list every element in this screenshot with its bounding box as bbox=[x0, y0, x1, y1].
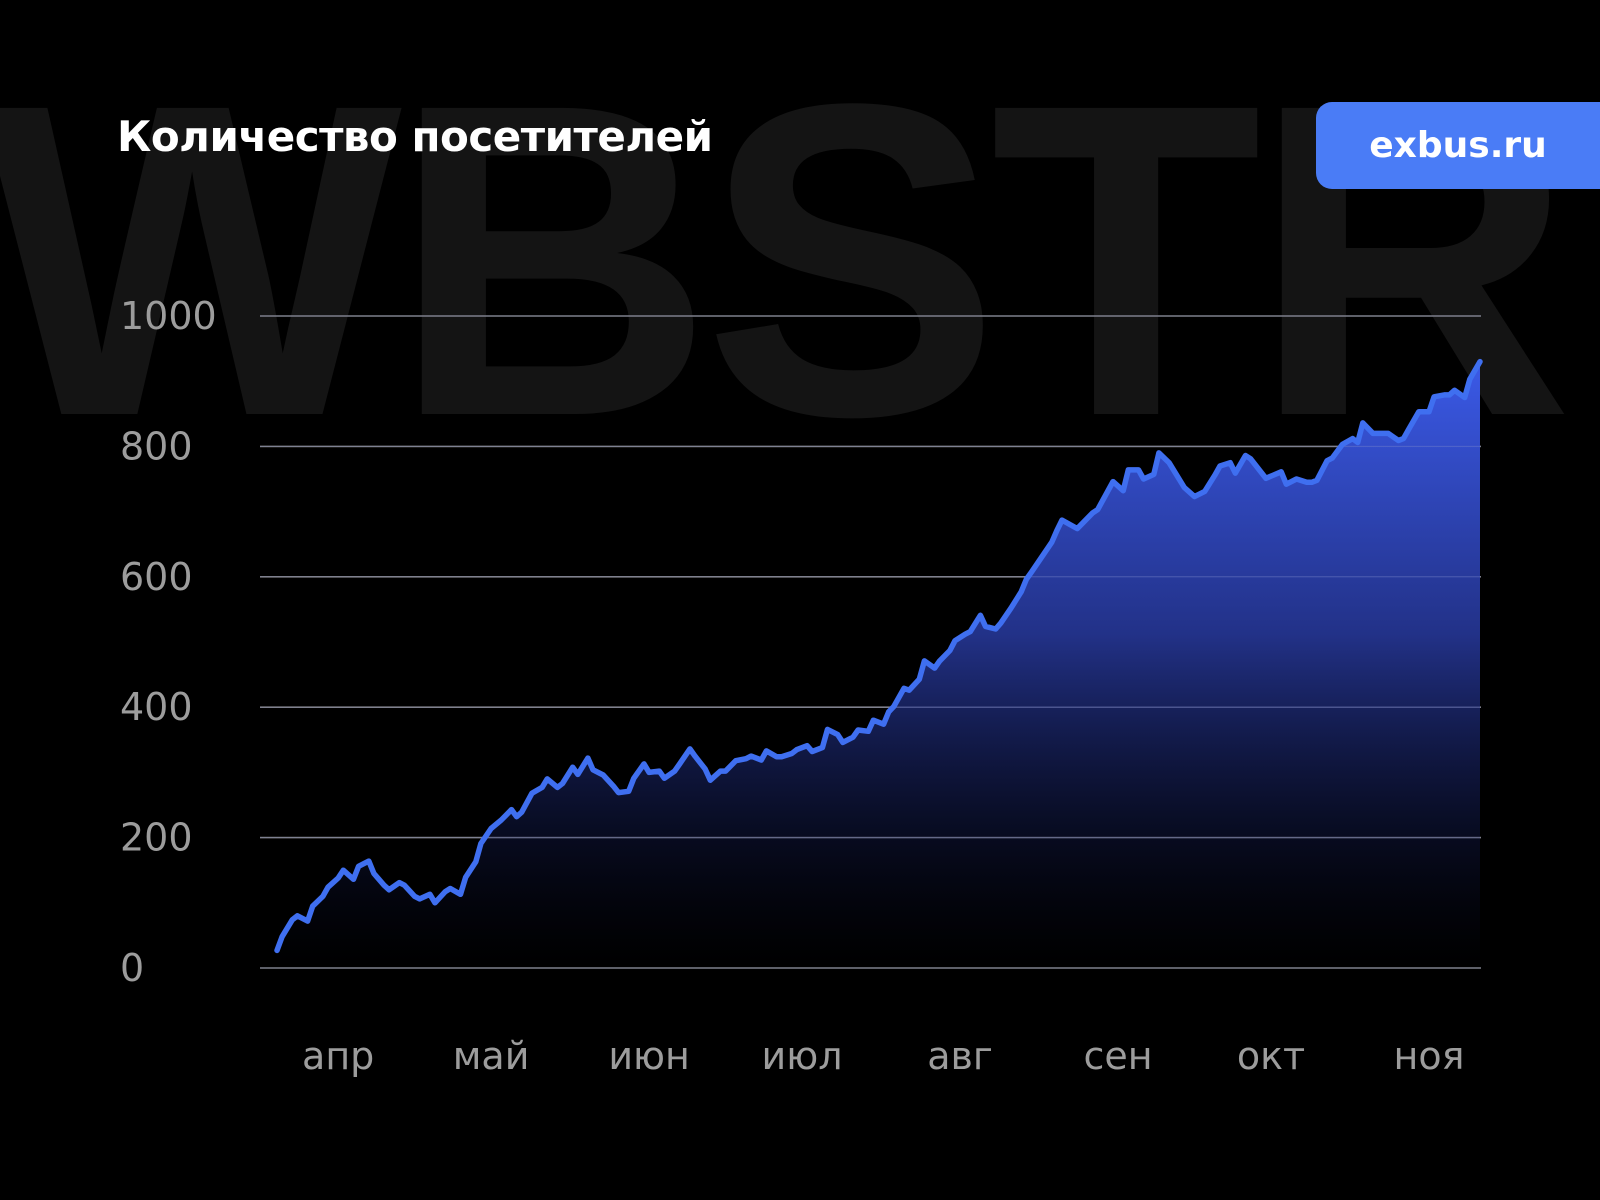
y-tick-label: 1000 bbox=[120, 294, 217, 338]
x-tick-label: май bbox=[453, 1034, 530, 1078]
x-tick-label: сен bbox=[1084, 1034, 1153, 1078]
page-title: Количество посетителей bbox=[117, 112, 713, 161]
y-tick-label: 600 bbox=[120, 555, 193, 599]
x-tick-label: авг bbox=[927, 1034, 993, 1078]
y-tick-label: 400 bbox=[120, 685, 193, 729]
area-fill bbox=[277, 361, 1480, 969]
x-tick-label: апр bbox=[302, 1034, 374, 1078]
watermark-logo: WBSTR bbox=[0, 12, 1573, 509]
x-tick-label: ноя bbox=[1394, 1034, 1465, 1078]
y-tick-label: 0 bbox=[120, 946, 144, 990]
site-badge[interactable]: exbus.ru bbox=[1316, 102, 1600, 189]
x-tick-label: июл bbox=[762, 1034, 843, 1078]
series-line bbox=[274, 358, 1483, 954]
y-tick-label: 200 bbox=[120, 816, 193, 860]
y-tick-label: 800 bbox=[120, 424, 193, 468]
x-tick-label: окт bbox=[1237, 1034, 1305, 1078]
x-tick-label: июн bbox=[608, 1034, 690, 1078]
